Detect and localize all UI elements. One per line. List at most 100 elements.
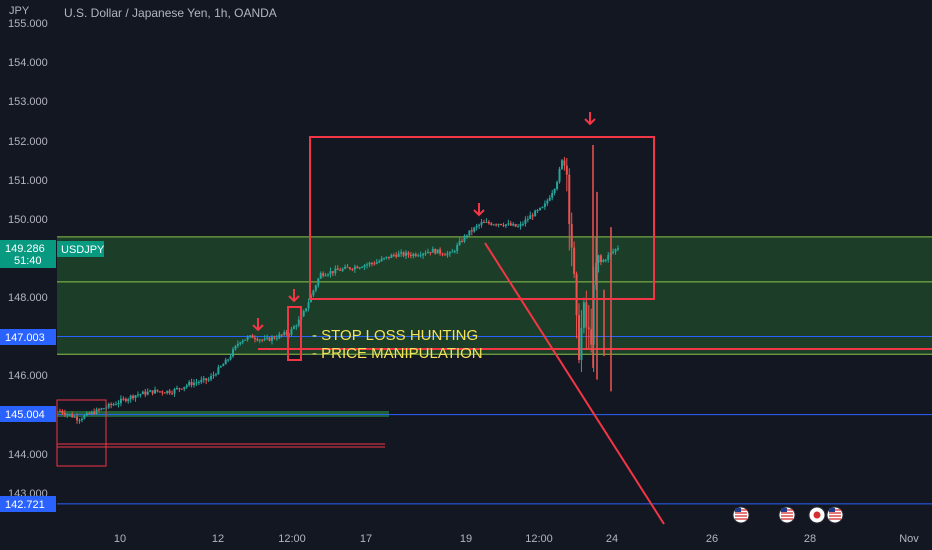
candle-body — [288, 334, 291, 336]
candle-body — [387, 256, 390, 258]
candle-body — [414, 254, 417, 256]
x-tick-label: 12 — [212, 533, 224, 545]
symbol-tag-bg — [57, 241, 104, 257]
candle-body — [378, 261, 381, 263]
candle-body — [607, 255, 610, 260]
candle-body — [66, 414, 69, 416]
flag-us-icon[interactable] — [826, 506, 844, 524]
candle-body — [407, 252, 410, 255]
flag-us-icon[interactable] — [732, 506, 750, 524]
candle-body — [468, 230, 471, 236]
candle-body — [290, 328, 293, 335]
candle-body — [110, 403, 113, 406]
candle-body — [590, 329, 593, 345]
candle-body — [217, 367, 220, 375]
arrow-head — [288, 295, 300, 303]
level-badge-bg — [0, 406, 56, 422]
candle-body — [348, 267, 351, 270]
candle-body — [373, 263, 376, 265]
candle-body — [156, 389, 159, 392]
candle-body — [383, 257, 386, 259]
candle-body — [441, 253, 444, 255]
candle-body — [183, 386, 186, 389]
candle-body — [122, 398, 125, 400]
candle-body — [475, 225, 478, 228]
candle-body — [453, 251, 456, 253]
candle-body — [575, 273, 578, 316]
candle-body — [568, 174, 571, 224]
candle-body — [115, 404, 118, 406]
candle-body — [524, 219, 527, 224]
candle-body — [214, 374, 217, 376]
down-arrow-icon — [584, 112, 596, 126]
candle-body — [261, 339, 264, 341]
flag-us-icon[interactable] — [778, 506, 796, 524]
candle-body — [504, 224, 507, 226]
candle-body — [585, 302, 588, 328]
x-tick-label: 28 — [804, 533, 816, 545]
candle-body — [95, 409, 98, 415]
candle-body — [78, 420, 81, 422]
candle-body — [429, 251, 432, 253]
candle-body — [278, 334, 281, 339]
y-tick-label: 155.000 — [8, 18, 48, 30]
candles — [59, 145, 619, 424]
candle-body — [68, 414, 71, 416]
candle-body — [173, 388, 176, 394]
candle-body — [249, 335, 252, 337]
event-flags[interactable] — [732, 506, 844, 524]
candle-body — [456, 244, 459, 252]
candle-body — [97, 409, 100, 411]
candle-body — [322, 273, 325, 276]
candle-body — [446, 253, 449, 256]
candle-body — [422, 253, 425, 256]
x-tick-label: 19 — [460, 533, 472, 545]
candle-body — [76, 416, 79, 421]
level-badge-value: 147.003 — [5, 332, 45, 344]
candle-body — [292, 326, 295, 329]
candle-body — [426, 251, 429, 254]
candle-body — [346, 266, 349, 268]
candle-body — [154, 389, 157, 394]
candle-body — [100, 408, 103, 410]
candle-body — [251, 335, 254, 338]
candle-body — [336, 268, 339, 271]
y-tick-label: 146.000 — [8, 370, 48, 382]
candle-body — [195, 382, 198, 384]
candle-body — [222, 364, 225, 367]
candle-body — [385, 256, 388, 258]
candle-body — [227, 359, 230, 361]
candle-body — [570, 223, 573, 248]
candle-body — [497, 223, 500, 225]
candle-body — [212, 374, 215, 377]
candle-body — [258, 339, 261, 341]
flag-canton — [829, 508, 835, 512]
candle-body — [341, 268, 344, 271]
candle-body — [534, 210, 537, 217]
x-tick-label: 12:00 — [525, 533, 553, 545]
price-badge-value: 149.286 — [5, 243, 45, 255]
candle-body — [614, 249, 617, 252]
candle-body — [270, 337, 273, 341]
candle-body — [283, 332, 286, 335]
x-axis: 10 12 12:00 17 19 12:00 24 26 28 Nov — [114, 533, 919, 545]
candle-body — [85, 412, 88, 416]
down-arrow-icon — [473, 203, 485, 217]
candle-body — [219, 366, 222, 368]
candle-body — [353, 266, 356, 270]
flag-canton — [781, 508, 787, 512]
candle-body — [188, 382, 191, 386]
flag-jp-icon[interactable] — [808, 506, 826, 524]
candle-body — [224, 359, 227, 365]
arrow-head — [584, 118, 596, 126]
candle-body — [268, 337, 271, 341]
candle-body — [351, 269, 354, 271]
candle-body — [478, 224, 481, 226]
candle-body — [465, 235, 468, 237]
candle-body — [565, 165, 568, 175]
candle-body — [458, 240, 461, 245]
price-badge-countdown: 51:40 — [14, 255, 42, 267]
candle-body — [305, 308, 308, 311]
flag-canton — [735, 508, 741, 512]
candle-body — [356, 266, 359, 269]
